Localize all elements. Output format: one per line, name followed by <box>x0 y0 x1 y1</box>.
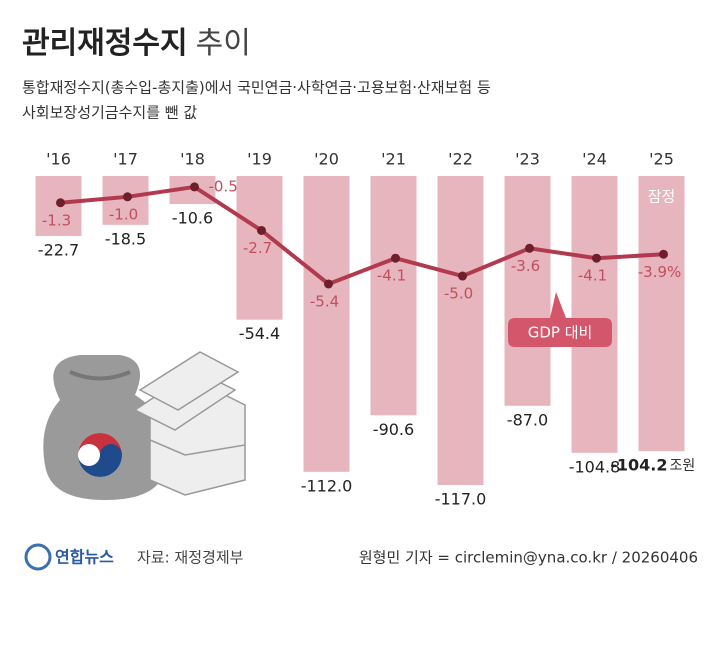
line-value-label: -5.0 <box>444 285 473 303</box>
line-value-label: -2.7 <box>243 239 272 257</box>
value-label: -18.5 <box>105 229 146 248</box>
line-point <box>659 249 668 259</box>
callout: GDP 대비 <box>508 292 612 347</box>
x-tick-label: '25 <box>649 150 674 169</box>
legend-label: GDP 대비 <box>528 324 593 342</box>
logo: 연합뉴스 <box>55 548 114 567</box>
source: 자료: 재정경제부 <box>137 549 244 567</box>
chart-title: 관리재정수지 추이 <box>22 26 251 61</box>
illustration <box>43 351 246 500</box>
value-label: -87.0 <box>507 410 548 429</box>
line-point <box>123 192 132 202</box>
value-label: -10.6 <box>172 208 213 227</box>
line-value-label: -4.1 <box>578 267 607 285</box>
x-tick-label: '19 <box>247 150 272 169</box>
line-value-label: -1.3 <box>42 211 71 229</box>
bar <box>370 176 417 416</box>
x-tick-label: '18 <box>180 150 205 169</box>
bar <box>236 176 283 320</box>
x-tick-label: '17 <box>113 150 138 169</box>
bar <box>303 176 350 472</box>
annotation: 잠정 <box>648 188 676 206</box>
line-point <box>56 198 65 208</box>
subtitle: 통합재정수지(총수입-총지출)에서 국민연금·사학연금·고용보험·산재보험 등 <box>22 79 491 97</box>
x-tick-label: '23 <box>515 150 540 169</box>
credit: 원형민 기자 = circlemin@yna.co.kr / 20260406 <box>359 549 698 567</box>
title-main: 관리재정수지 <box>22 26 188 61</box>
line-point <box>257 225 266 235</box>
footer: 연합뉴스 자료: 재정경제부 원형민 기자 = circlemin@yna.co… <box>24 543 698 571</box>
line-value-label: -4.1 <box>377 267 406 285</box>
bar <box>571 176 618 453</box>
value-label: -112.0 <box>301 476 353 495</box>
value-label: -104.8 <box>569 457 621 476</box>
x-tick-label: '21 <box>381 150 406 169</box>
line-point <box>592 253 601 263</box>
x-tick-label: '20 <box>314 150 339 169</box>
title-suffix: 추이 <box>196 26 251 61</box>
line-value-label: -5.4 <box>310 292 339 310</box>
line-value-label: -3.6 <box>511 257 540 275</box>
value-label: -90.6 <box>373 420 414 439</box>
value-label: -54.4 <box>239 324 280 343</box>
unit-label: 조원 <box>670 458 696 474</box>
value-label: -117.0 <box>435 490 487 509</box>
bar <box>638 176 685 452</box>
line-value-label: -1.0 <box>109 205 138 223</box>
line-value-label: -0.5 <box>209 177 238 195</box>
value-label: -104.2 <box>610 456 667 475</box>
line <box>60 184 664 287</box>
line-point <box>525 243 534 253</box>
value-label: -22.7 <box>38 240 79 259</box>
line-value-label: -3.9% <box>638 263 682 281</box>
bar <box>504 176 551 406</box>
line-point <box>458 271 467 281</box>
line-point <box>324 279 333 289</box>
x-tick-label: '24 <box>582 150 607 169</box>
x-tick-label: '22 <box>448 150 473 169</box>
line-point <box>391 253 400 263</box>
x-tick-label: '16 <box>46 150 71 169</box>
subtitle: 사회보장성기금수지를 뺀 값 <box>22 104 197 122</box>
bar <box>437 176 484 485</box>
line-point <box>190 182 199 192</box>
